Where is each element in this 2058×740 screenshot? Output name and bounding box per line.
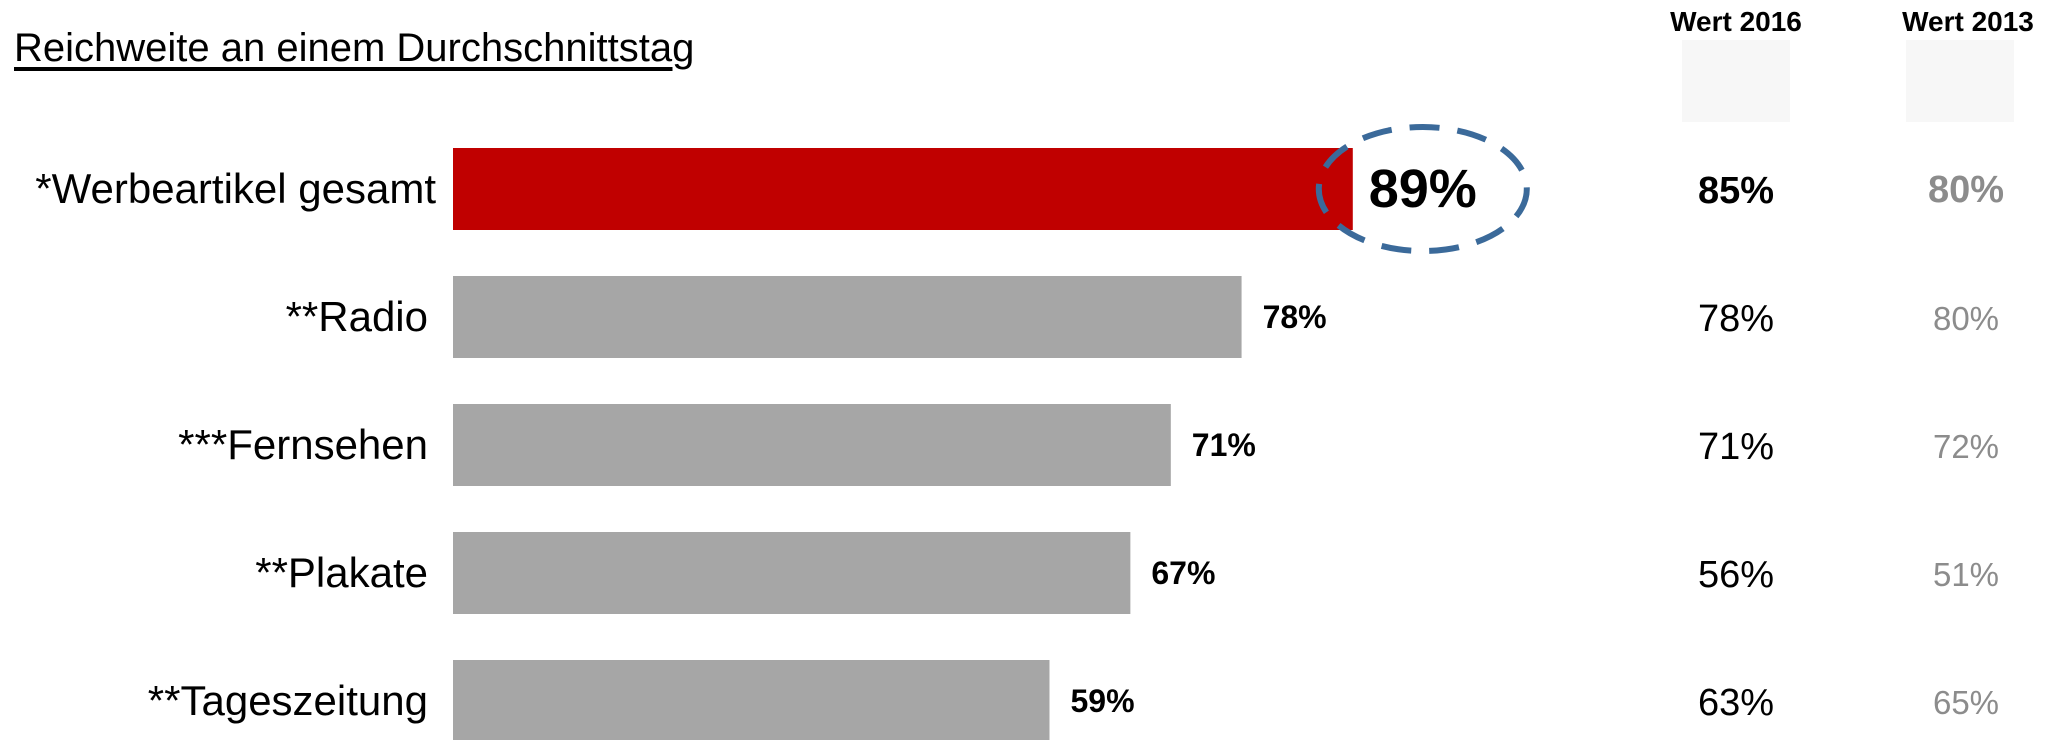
value-label: 67% [1151, 555, 1215, 591]
wert-2013-cell: 51% [1933, 556, 1999, 593]
bar [453, 148, 1353, 230]
bar [453, 660, 1050, 740]
highlight-ellipse [1315, 124, 1530, 254]
wert-2013-cell: 65% [1933, 684, 1999, 721]
column-2013-header-bg [1906, 40, 2014, 122]
wert-2016-cell: 85% [1698, 170, 1774, 212]
category-label: **Radio [286, 293, 428, 340]
value-label: 78% [1263, 299, 1327, 335]
category-label: ***Fernsehen [178, 421, 428, 468]
bar [453, 532, 1131, 614]
bar [453, 276, 1242, 358]
wert-2013-cell: 80% [1928, 169, 2004, 211]
page-title: Reichweite an einem Durchschnittstag [14, 26, 695, 70]
category-label: **Tageszeitung [148, 677, 428, 724]
value-label: 71% [1192, 427, 1256, 463]
wert-2016-cell: 78% [1698, 298, 1774, 340]
column-header-2016: Wert 2016 [1670, 6, 1802, 37]
wert-2016-cell: 56% [1698, 554, 1774, 596]
wert-2016-cell: 63% [1698, 682, 1774, 724]
bar [453, 404, 1171, 486]
category-label: **Plakate [255, 549, 428, 596]
column-header-2013: Wert 2013 [1902, 6, 2034, 37]
wert-2016-cell: 71% [1698, 426, 1774, 468]
wert-2013-cell: 80% [1933, 300, 1999, 337]
column-2016-header-bg [1682, 40, 1790, 122]
value-label: 89% [1369, 159, 1477, 219]
wert-2013-cell: 72% [1933, 428, 1999, 465]
category-label: *Werbeartikel gesamt [35, 165, 436, 212]
value-label: 59% [1070, 683, 1134, 719]
